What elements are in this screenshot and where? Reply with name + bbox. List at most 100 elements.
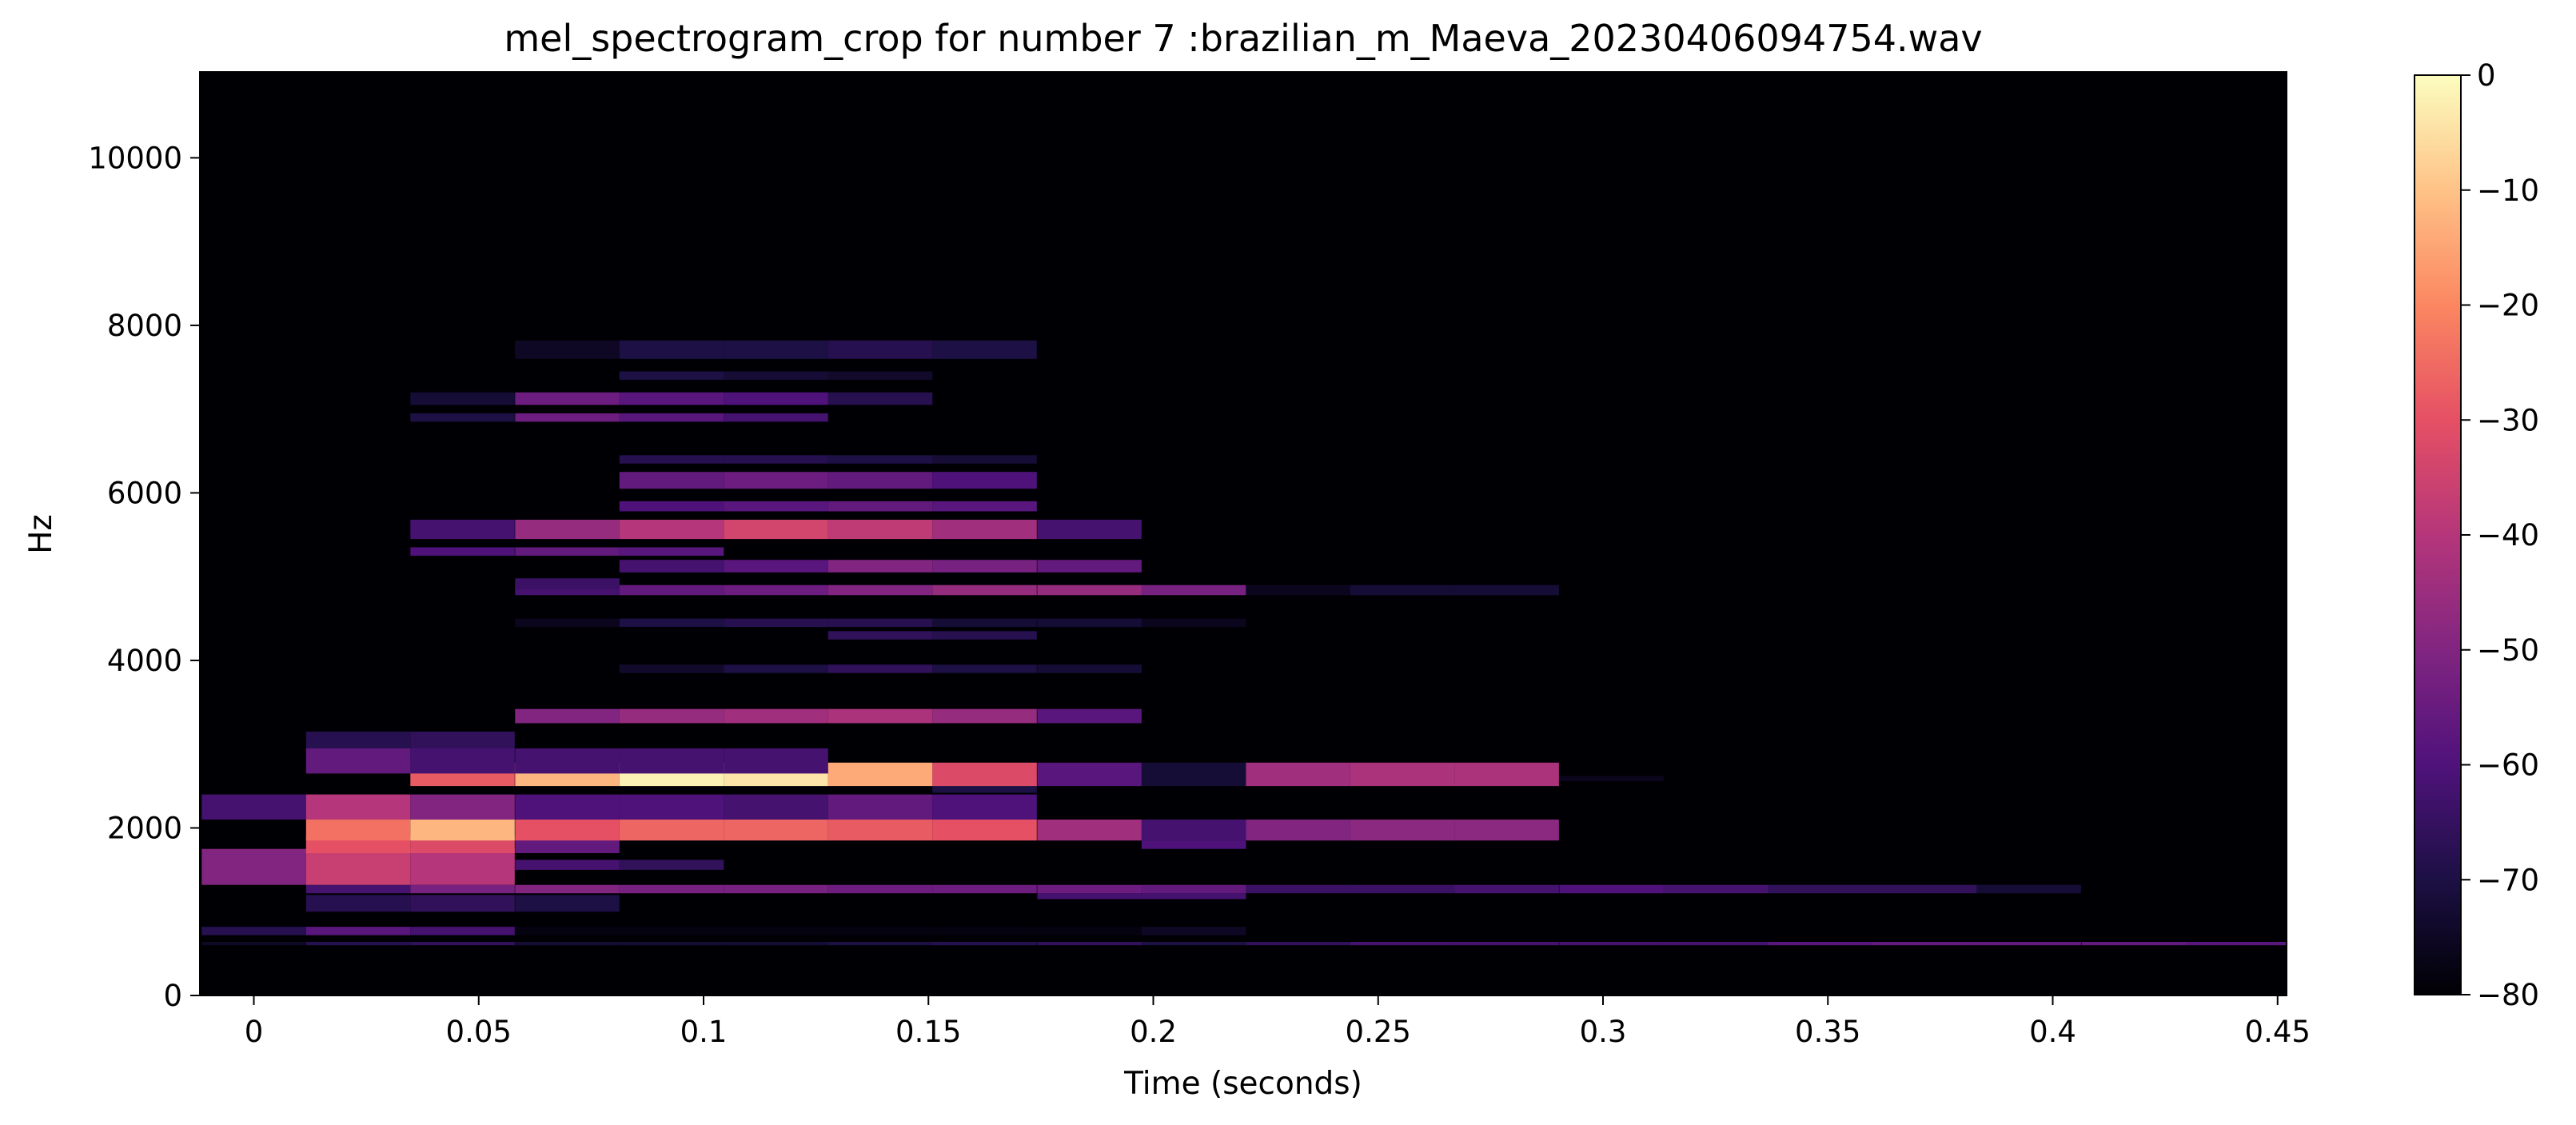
spectrogram-cell: [932, 762, 1037, 787]
spectrogram-cell: [932, 584, 1037, 596]
spectrogram-cell: [619, 472, 724, 489]
spectrogram-cell: [515, 895, 620, 912]
spectrogram-cell: [619, 520, 724, 540]
colorbar-tick-label: −10: [2477, 174, 2539, 208]
spectrogram-cell: [827, 942, 933, 946]
spectrogram-cell: [1872, 884, 1977, 894]
spectrogram-cell: [305, 794, 411, 820]
spectrogram-cell: [1350, 942, 1455, 946]
spectrogram-cell: [932, 472, 1037, 489]
spectrogram-cell: [1768, 884, 1872, 894]
spectrogram-cell: [1454, 584, 1559, 596]
spectrogram-cell: [410, 927, 515, 936]
spectrogram-cell: [410, 732, 515, 748]
spectrogram-cell: [932, 664, 1037, 673]
spectrogram-cell: [1037, 927, 1142, 936]
spectrogram-cell: [619, 501, 724, 512]
spectrogram-cell: [201, 848, 306, 885]
spectrogram-cell: [932, 884, 1037, 894]
spectrogram-cell: [619, 455, 724, 464]
spectrogram-cell: [1559, 942, 1664, 946]
colorbar-tick-label: −30: [2477, 403, 2539, 437]
x-tick-label: 0.05: [446, 1015, 512, 1049]
spectrogram-cell: [932, 927, 1037, 936]
spectrogram-cell: [619, 860, 724, 870]
spectrogram-cell: [724, 884, 828, 894]
spectrogram-cell: [1246, 762, 1350, 787]
spectrogram-cell: [1350, 584, 1455, 596]
y-tick-label: 0: [163, 979, 182, 1013]
spectrogram-cell: [515, 708, 620, 724]
spectrogram-cell: [201, 927, 306, 936]
spectrogram-cell: [515, 884, 620, 894]
spectrogram-cell: [827, 501, 933, 512]
spectrogram-cell: [724, 748, 828, 774]
spectrogram-cell: [1872, 942, 1977, 946]
x-tick-label: 0.3: [1580, 1015, 1627, 1049]
x-tick-label: 0: [245, 1015, 264, 1049]
y-tick-label: 4000: [107, 644, 182, 678]
plot-frame: [199, 71, 2287, 996]
spectrogram-cell: [827, 708, 933, 724]
spectrogram-cell: [1454, 820, 1559, 841]
spectrogram-cell: [724, 927, 828, 936]
x-tick-label: 0.2: [1130, 1015, 1177, 1049]
colorbar-axis: 0 −10 −20 −30 −40 −50 −60 −70 −80: [2461, 58, 2539, 1012]
spectrogram-cell: [410, 836, 515, 853]
spectrogram-cell: [515, 520, 620, 540]
spectrogram-cell: [305, 884, 411, 894]
spectrogram-cell: [1454, 884, 1559, 894]
spectrogram-cell: [1037, 664, 1142, 673]
spectrogram-cell: [724, 664, 828, 673]
spectrogram-cell: [724, 501, 828, 512]
spectrogram-cell: [515, 836, 620, 853]
spectrogram-cell: [1246, 584, 1350, 596]
spectrogram-cell: [1350, 884, 1455, 894]
spectrogram-cell: [410, 413, 515, 422]
spectrogram-cell: [1246, 820, 1350, 841]
spectrogram-cell: [1976, 884, 2081, 894]
x-axis-label: Time (seconds): [1123, 1066, 1362, 1102]
spectrogram-cell: [827, 794, 933, 820]
colorbar-tick-label: −60: [2477, 748, 2539, 783]
spectrogram-cell: [724, 371, 828, 380]
spectrogram-cell: [305, 732, 411, 748]
spectrogram-cell: [1559, 884, 1664, 894]
spectrogram-cell: [724, 618, 828, 628]
spectrogram-cell: [932, 820, 1037, 841]
colorbar-tick-label: −50: [2477, 633, 2539, 668]
y-tick-label: 10000: [88, 141, 182, 175]
spectrogram-cell: [724, 392, 828, 405]
y-axis: 0 2000 4000 6000 8000 10000: [88, 141, 200, 1013]
x-tick-label: 0.4: [2029, 1015, 2076, 1049]
spectrogram-cell: [932, 708, 1037, 724]
spectrogram-cell: [619, 664, 724, 673]
spectrogram-cell: [619, 413, 724, 422]
spectrogram-cell: [305, 748, 411, 774]
spectrogram-cell: [1350, 820, 1455, 841]
spectrogram-cell: [724, 340, 828, 359]
spectrogram-cell: [515, 794, 620, 820]
spectrogram-cell: [619, 392, 724, 405]
spectrogram-cell: [827, 392, 933, 405]
spectrogram-cell: [827, 631, 933, 640]
spectrogram-cell: [515, 618, 620, 628]
spectrogram-cell: [724, 820, 828, 841]
spectrogram-cell: [1037, 560, 1142, 572]
spectrogram-cell: [201, 942, 306, 946]
spectrogram-cell: [827, 618, 933, 628]
spectrogram-cell: [515, 748, 620, 774]
spectrogram-cell: [827, 520, 933, 540]
spectrogram-cell: [515, 942, 620, 946]
spectrogram-cell: [305, 820, 411, 841]
spectrogram-cell: [1141, 884, 1246, 894]
spectrogram-cell: [1037, 618, 1142, 628]
spectrogram-cell: [515, 413, 620, 422]
colorbar-tick-label: −40: [2477, 518, 2539, 553]
spectrogram-cell: [1037, 708, 1142, 724]
spectrogram-cell: [1663, 884, 1769, 894]
x-tick-label: 0.1: [680, 1015, 728, 1049]
spectrogram-cell: [724, 455, 828, 464]
spectrogram-cell: [1141, 942, 1246, 946]
spectrogram-cell: [724, 472, 828, 489]
